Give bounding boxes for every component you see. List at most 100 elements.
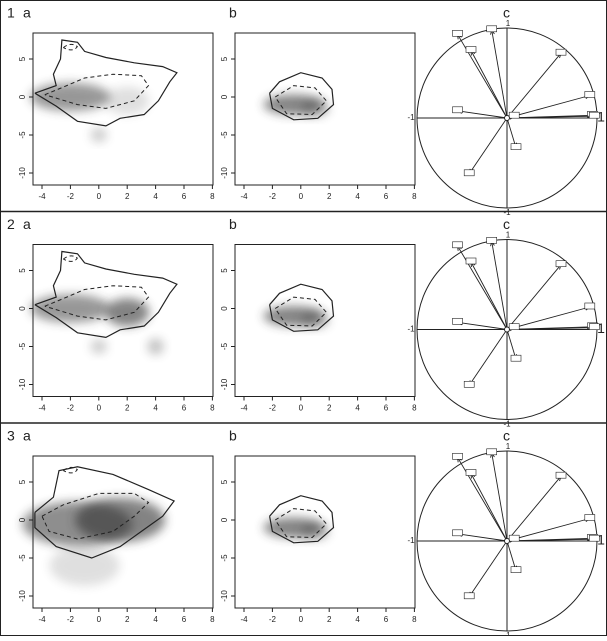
circle-label: -1: [503, 631, 511, 636]
contour-dashed: [63, 43, 78, 51]
plot-box: [32, 244, 214, 397]
plot-box: [234, 244, 416, 397]
x-tick-label: 2: [125, 404, 130, 413]
x-tick-label: 0: [97, 404, 102, 413]
density: [90, 339, 107, 354]
variable-box: [588, 323, 600, 331]
x-tick-label: 8: [210, 615, 215, 624]
density: [30, 83, 111, 111]
x-tick-label: 0: [97, 615, 102, 624]
panel-letter: c: [503, 5, 510, 21]
circle-label: -1: [503, 420, 511, 429]
loading-arrow: [491, 241, 508, 330]
variable-box: [452, 106, 463, 114]
x-tick-label: 4: [355, 192, 360, 201]
variable-box: [588, 534, 600, 542]
panel-a: [30, 39, 178, 142]
x-tick-label: 6: [384, 192, 389, 201]
loading-arrow: [506, 518, 590, 542]
contour-dashed: [63, 255, 78, 262]
panel-letter: a: [23, 5, 31, 21]
variable-box: [508, 534, 520, 542]
panel-letter: b: [229, 216, 237, 232]
contour: [34, 466, 176, 559]
x-tick-label: -2: [67, 192, 75, 201]
loading-arrow: [470, 473, 508, 542]
loading-arrow: [506, 306, 590, 330]
loading-arrow: [506, 538, 595, 542]
circle-label: -1: [407, 325, 415, 334]
y-tick-label: -10: [220, 590, 229, 602]
x-tick-label: 6: [182, 404, 187, 413]
x-tick-label: 4: [355, 615, 360, 624]
circle-label: 1: [506, 19, 511, 28]
x-tick-label: 4: [153, 192, 158, 201]
circle-label: -1: [407, 113, 415, 122]
x-tick-label: -2: [67, 615, 75, 624]
density: [105, 298, 150, 327]
x-tick-label: 0: [299, 404, 304, 413]
variable-box: [465, 469, 477, 476]
circle-label: 1: [597, 109, 605, 125]
loading-arrow: [491, 29, 508, 119]
contour-dashed: [274, 85, 328, 116]
loading-arrow: [457, 533, 508, 542]
x-tick-label: -2: [269, 192, 277, 201]
variable-box: [510, 143, 522, 150]
loading-arrow: [506, 327, 595, 330]
x-tick-label: 0: [299, 615, 304, 624]
y-tick-label: 5: [18, 479, 27, 484]
y-tick-label: 0: [220, 94, 229, 99]
y-tick-label: -5: [18, 554, 27, 562]
variable-box: [584, 91, 596, 98]
x-tick-label: 8: [210, 192, 215, 201]
panel-a: [30, 250, 178, 355]
circle-label: -1: [503, 208, 511, 217]
variable-box: [486, 448, 498, 456]
contour: [269, 72, 335, 121]
origin: [504, 326, 510, 333]
loading-arrow: [506, 95, 590, 119]
circle-label: 1: [506, 231, 511, 240]
loading-arrow: [457, 110, 508, 119]
x-tick-label: -4: [240, 615, 248, 624]
x-tick-label: 8: [210, 404, 215, 413]
loading-arrow: [506, 264, 562, 330]
variable-box: [452, 452, 463, 460]
variable-box: [465, 46, 477, 53]
x-tick-label: 8: [412, 192, 417, 201]
panel-letter: a: [23, 216, 31, 232]
y-tick-label: -10: [220, 378, 229, 390]
circle-label: 1: [597, 320, 605, 336]
density: [49, 545, 120, 586]
y-tick-label: -10: [18, 590, 27, 602]
density: [105, 86, 150, 115]
x-tick-label: 4: [355, 404, 360, 413]
y-tick-label: -5: [220, 554, 229, 562]
variable-box: [486, 25, 498, 33]
variable-box: [588, 111, 600, 119]
panel-b: [263, 283, 335, 332]
loading-arrow: [506, 117, 517, 148]
origin: [504, 115, 510, 121]
y-tick-label: 0: [18, 94, 27, 99]
variable-box: [584, 302, 596, 310]
panel-b: [263, 495, 335, 544]
plot-box: [32, 32, 214, 186]
y-tick-label: -5: [220, 131, 229, 139]
contour-dashed: [63, 466, 78, 474]
x-tick-label: 6: [182, 192, 187, 201]
loading-arrow: [506, 115, 595, 119]
x-tick-label: -4: [38, 615, 46, 624]
y-tick-label: -5: [18, 342, 27, 350]
plot-box: [32, 455, 214, 609]
x-tick-label: 6: [384, 404, 389, 413]
y-tick-label: 5: [18, 56, 27, 61]
circle-label: 1: [597, 532, 605, 548]
variable-box: [510, 566, 522, 574]
panel-b: [263, 72, 335, 121]
variable-box: [555, 471, 567, 479]
loading-arrow: [506, 52, 562, 119]
x-tick-label: -4: [240, 192, 248, 201]
